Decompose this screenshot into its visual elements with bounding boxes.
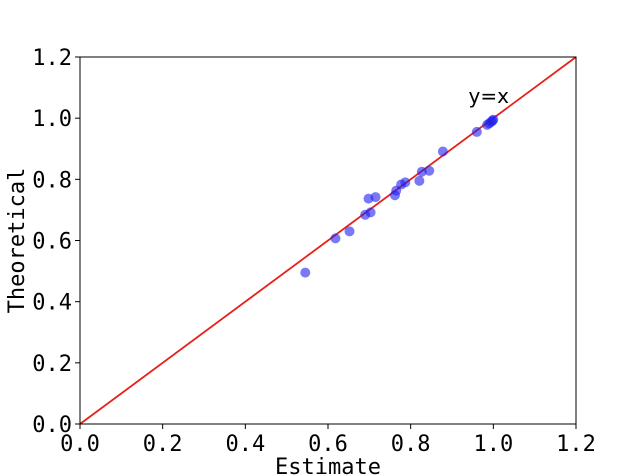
x-tick-label: 0.2 [143,432,183,457]
x-tick-label: 0.8 [391,432,431,457]
x-tick-label: 0.4 [225,432,265,457]
x-tick-label: 1.0 [473,432,513,457]
y-tick-label: 0.6 [32,230,72,255]
x-tick-label: 0.0 [60,432,100,457]
x-axis-label: Estimate [275,455,381,476]
data-point [365,207,376,218]
data-point [344,226,355,237]
data-point [488,114,499,125]
data-point [414,175,425,186]
data-point [416,166,427,177]
data-point [300,267,311,278]
data-point [424,165,435,176]
reference-line-annotation: y=x [469,84,510,108]
y-tick-label: 1.2 [32,46,72,71]
data-point [437,146,448,157]
y-tick-label: 0.2 [32,352,72,377]
x-tick-label: 0.6 [308,432,348,457]
y-tick-label: 1.0 [32,107,72,132]
data-point [400,177,411,188]
data-point [471,126,482,137]
x-tick-label: 1.2 [556,432,596,457]
data-point [370,192,381,203]
data-point [330,233,341,244]
y-tick-label: 0.0 [32,413,72,438]
y-tick-label: 0.4 [32,291,72,316]
y-tick-label: 0.8 [32,168,72,193]
y-axis-label: Theoretical [5,168,30,314]
